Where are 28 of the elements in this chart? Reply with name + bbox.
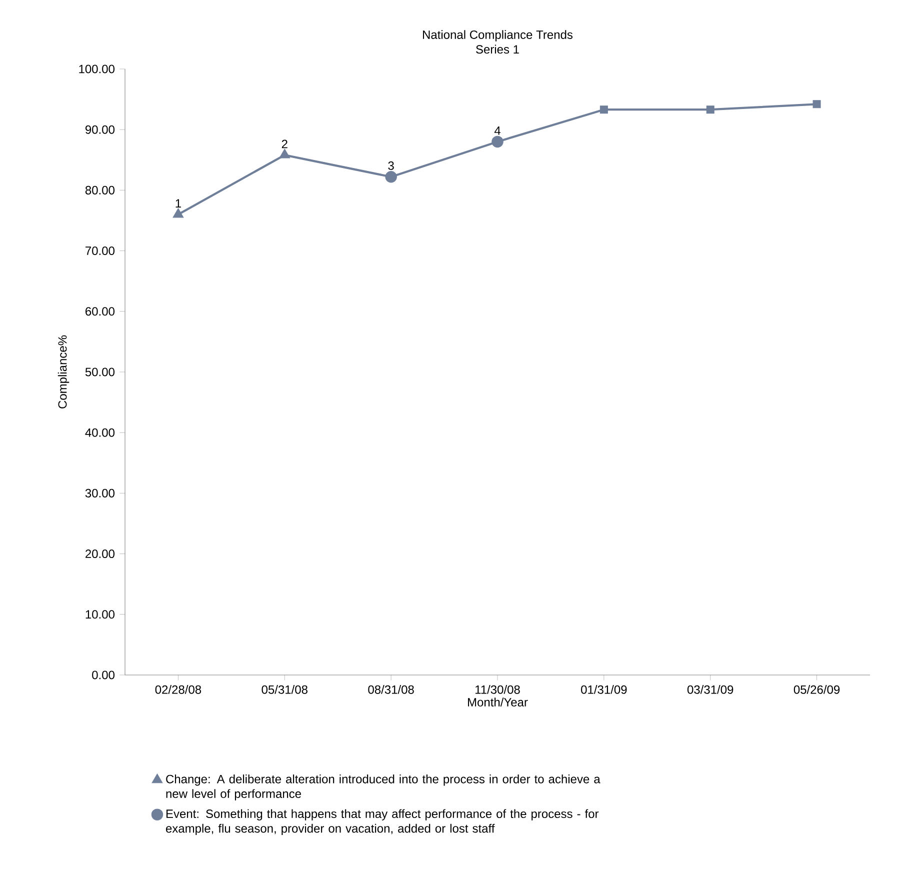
x-tick-label: 02/28/08 [155,685,202,694]
y-tick-label: 80.00 [85,186,114,194]
y-tick-label: 50.00 [85,368,114,376]
x-tick-label: 03/31/09 [687,685,734,694]
y-tick-label: 70.00 [86,246,114,256]
annotation: 1 [176,199,181,208]
x-axis-title: Month/Year [468,698,528,706]
annotation: 4 [494,126,500,135]
y-tick-label: 100.00 [79,64,114,74]
x-tick-label: 05/31/08 [262,685,308,694]
y-tick-label: 90.00 [85,125,114,134]
y-tick-label: 10.00 [86,610,114,619]
y-tick-label: 0.00 [92,670,114,680]
y-tick-label: 20.00 [86,550,114,558]
x-tick-label: 11/30/08 [476,685,520,694]
y-tick-label: 30.00 [85,488,114,498]
annotation: 2 [282,140,288,148]
chart-title: National Compliance Trends [423,30,573,42]
y-tick-label: 40.00 [85,428,114,437]
y-axis-title: Compliance% [58,335,70,408]
legend-label: Event: Something that happens that may affect performance of the process - for example, flu season, provider on vacation, added or lost staff [166,809,599,836]
x-tick-label: 05/26/09 [794,685,840,694]
chart-subtitle: Series 1 [476,44,519,54]
y-tick-label: 60.00 [86,307,114,316]
legend-label: Change: A deliberate alteration introduced into the process in order to achieve a new level of performance [166,774,600,800]
x-tick-label: 01/31/09 [581,685,627,694]
annotation: 3 [388,161,394,170]
x-tick-label: 08/31/08 [368,685,414,694]
